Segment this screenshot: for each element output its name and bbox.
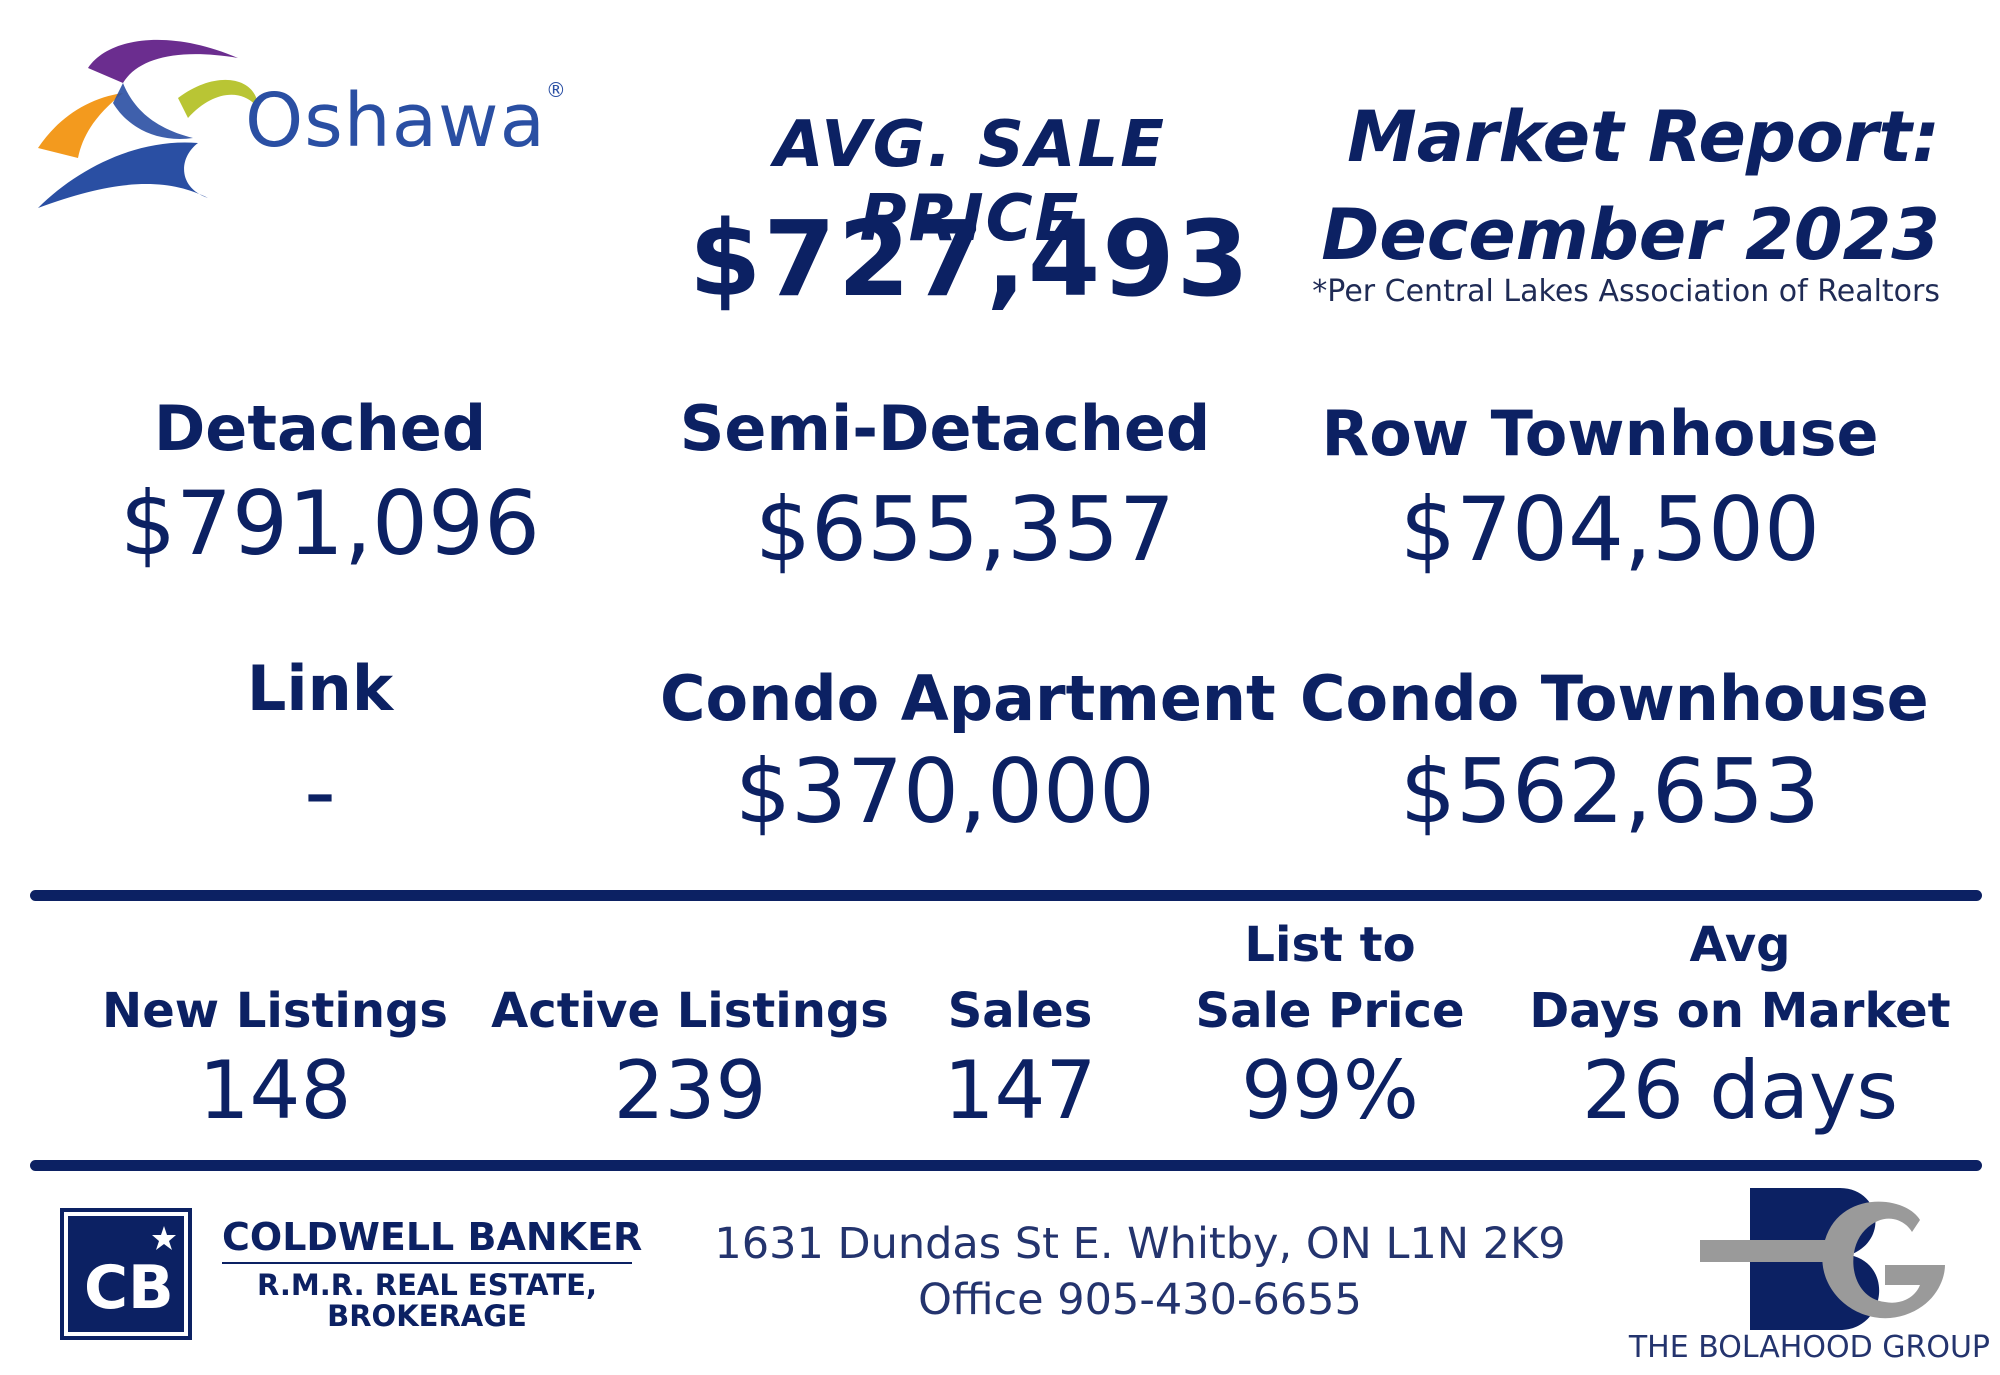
category-value-detached: $791,096 xyxy=(120,472,540,575)
registered-mark: ® xyxy=(545,78,567,102)
category-label-condo-apartment: Condo Apartment xyxy=(660,662,1276,735)
stat-label-line1: Avg xyxy=(1689,917,1791,973)
oshawa-swoosh-icon xyxy=(38,39,258,208)
stat-label: Active Listings xyxy=(491,983,889,1039)
oshawa-wordmark: Oshawa® xyxy=(245,78,567,164)
stat-value: 148 xyxy=(198,1044,352,1137)
divider-top xyxy=(30,890,1982,901)
avg-sale-price-value: $727,493 xyxy=(688,198,1252,320)
stat-active-listings: Active Listings 239 xyxy=(480,912,900,1137)
stat-value: 147 xyxy=(943,1044,1097,1137)
stat-list-to-sale-price: List to Sale Price 99% xyxy=(1160,912,1500,1137)
stat-label: New Listings xyxy=(102,983,448,1039)
report-title: Market Report: December 2023 xyxy=(1300,88,1940,284)
category-value-row-townhouse: $704,500 xyxy=(1400,478,1820,581)
category-value-link: - xyxy=(304,740,336,843)
category-label-row-townhouse: Row Townhouse xyxy=(1321,397,1879,470)
office-address: 1631 Dundas St E. Whitby, ON L1N 2K9 Off… xyxy=(690,1216,1590,1328)
brokerage-line3: BROKERAGE xyxy=(327,1299,527,1333)
stat-label: Sales xyxy=(947,983,1093,1039)
brokerage-name: COLDWELL BANKER xyxy=(222,1215,643,1259)
category-value-condo-townhouse: $562,653 xyxy=(1400,740,1820,843)
report-title-line1: Market Report: xyxy=(1347,96,1940,178)
stat-value: 26 days xyxy=(1581,1044,1899,1137)
brokerage-rule xyxy=(222,1262,632,1264)
stat-new-listings: New Listings 148 xyxy=(90,912,460,1137)
category-value-condo-apartment: $370,000 xyxy=(735,740,1155,843)
coldwell-banker-logo-icon: CB xyxy=(60,1208,192,1340)
svg-text:CB: CB xyxy=(84,1253,174,1323)
office-phone: Office 905-430-6655 xyxy=(918,1275,1362,1325)
stat-label-line1: List to xyxy=(1244,917,1416,973)
stat-label-line1 xyxy=(920,912,1120,978)
oshawa-logo xyxy=(28,28,568,218)
divider-bottom xyxy=(30,1160,1982,1171)
stat-label-line1 xyxy=(480,912,900,978)
bolahood-group-name: THE BOLAHOOD GROUP xyxy=(1628,1330,1990,1365)
category-label-detached: Detached xyxy=(153,392,487,465)
stat-value: 99% xyxy=(1241,1044,1419,1137)
oshawa-name: Oshawa xyxy=(245,78,546,164)
brokerage-line2: R.M.R. REAL ESTATE, xyxy=(257,1268,597,1302)
category-label-semi-detached: Semi-Detached xyxy=(679,392,1211,465)
report-source: *Per Central Lakes Association of Realto… xyxy=(1312,274,1940,309)
avg-sale-price-label: AVG. SALE PRICE xyxy=(774,108,1166,256)
street-address: 1631 Dundas St E. Whitby, ON L1N 2K9 xyxy=(714,1219,1566,1269)
category-label-condo-townhouse: Condo Townhouse xyxy=(1300,662,1929,735)
stat-label-line1 xyxy=(90,912,460,978)
stat-label: Days on Market xyxy=(1529,983,1951,1039)
category-value-semi-detached: $655,357 xyxy=(755,478,1175,581)
category-label-link: Link xyxy=(246,652,394,725)
report-title-line2: December 2023 xyxy=(1321,194,1940,276)
brokerage-subtitle: R.M.R. REAL ESTATE, BROKERAGE xyxy=(222,1270,632,1332)
stat-avg-days-on-market: Avg Days on Market 26 days xyxy=(1520,912,1960,1137)
stat-label: Sale Price xyxy=(1195,983,1465,1039)
stat-value: 239 xyxy=(613,1044,767,1137)
bolahood-group-logo-icon xyxy=(1690,1180,1980,1340)
stat-sales: Sales 147 xyxy=(920,912,1120,1137)
